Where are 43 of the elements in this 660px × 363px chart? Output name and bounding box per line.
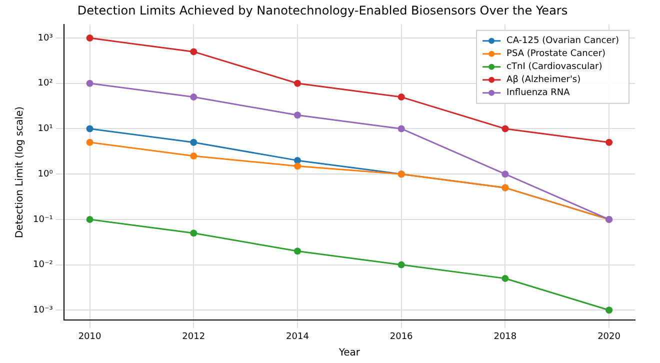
point [86,216,94,223]
point [294,80,301,87]
point [190,94,198,101]
point [190,230,198,237]
legend-label: Aβ (Alzheimer's) [506,75,581,86]
legend-label: CA-125 (Ovarian Cancer) [506,36,620,46]
point [86,34,94,42]
x-tick-label: 2020 [598,332,621,342]
point [294,248,301,255]
x-tick-label: 2016 [390,332,414,342]
y-tick-label: 10⁰ [38,169,54,180]
chart-title: Detection Limits Achieved by Nanotechnology-Enabled Biosensors Over the Years [77,3,568,18]
legend-label: PSA (Prostate Cancer) [506,49,606,60]
x-tick-label: 2010 [78,332,102,342]
y-tick-label: 10³ [38,33,54,44]
point [190,138,198,146]
y-tick-label: 10⁻² [33,260,54,270]
point [502,125,509,132]
legend-label: cTnI (Cardiovascular) [506,62,602,72]
y-axis-title: Detection Limit (log scale) [14,106,26,238]
y-tick-label: 10² [38,78,54,89]
point [606,138,613,146]
point [398,94,405,101]
y-tick-label: 10⁻¹ [33,214,54,225]
x-tick-label: 2018 [494,332,517,342]
point [86,138,94,146]
point [190,48,198,56]
point [86,125,94,132]
x-tick-label: 2012 [182,332,206,342]
point [502,170,509,178]
point [294,162,301,170]
point [606,306,613,314]
point [502,274,509,282]
point [398,125,405,132]
legend-label: Influenza RNA [506,88,571,98]
y-tick-label: 10⁻³ [33,305,54,316]
point [398,261,405,268]
point [190,152,198,160]
point [294,112,301,119]
point [86,80,94,87]
x-tick-label: 2014 [286,332,310,342]
x-axis-title: Year [338,348,361,359]
y-tick-label: 10¹ [38,124,54,134]
